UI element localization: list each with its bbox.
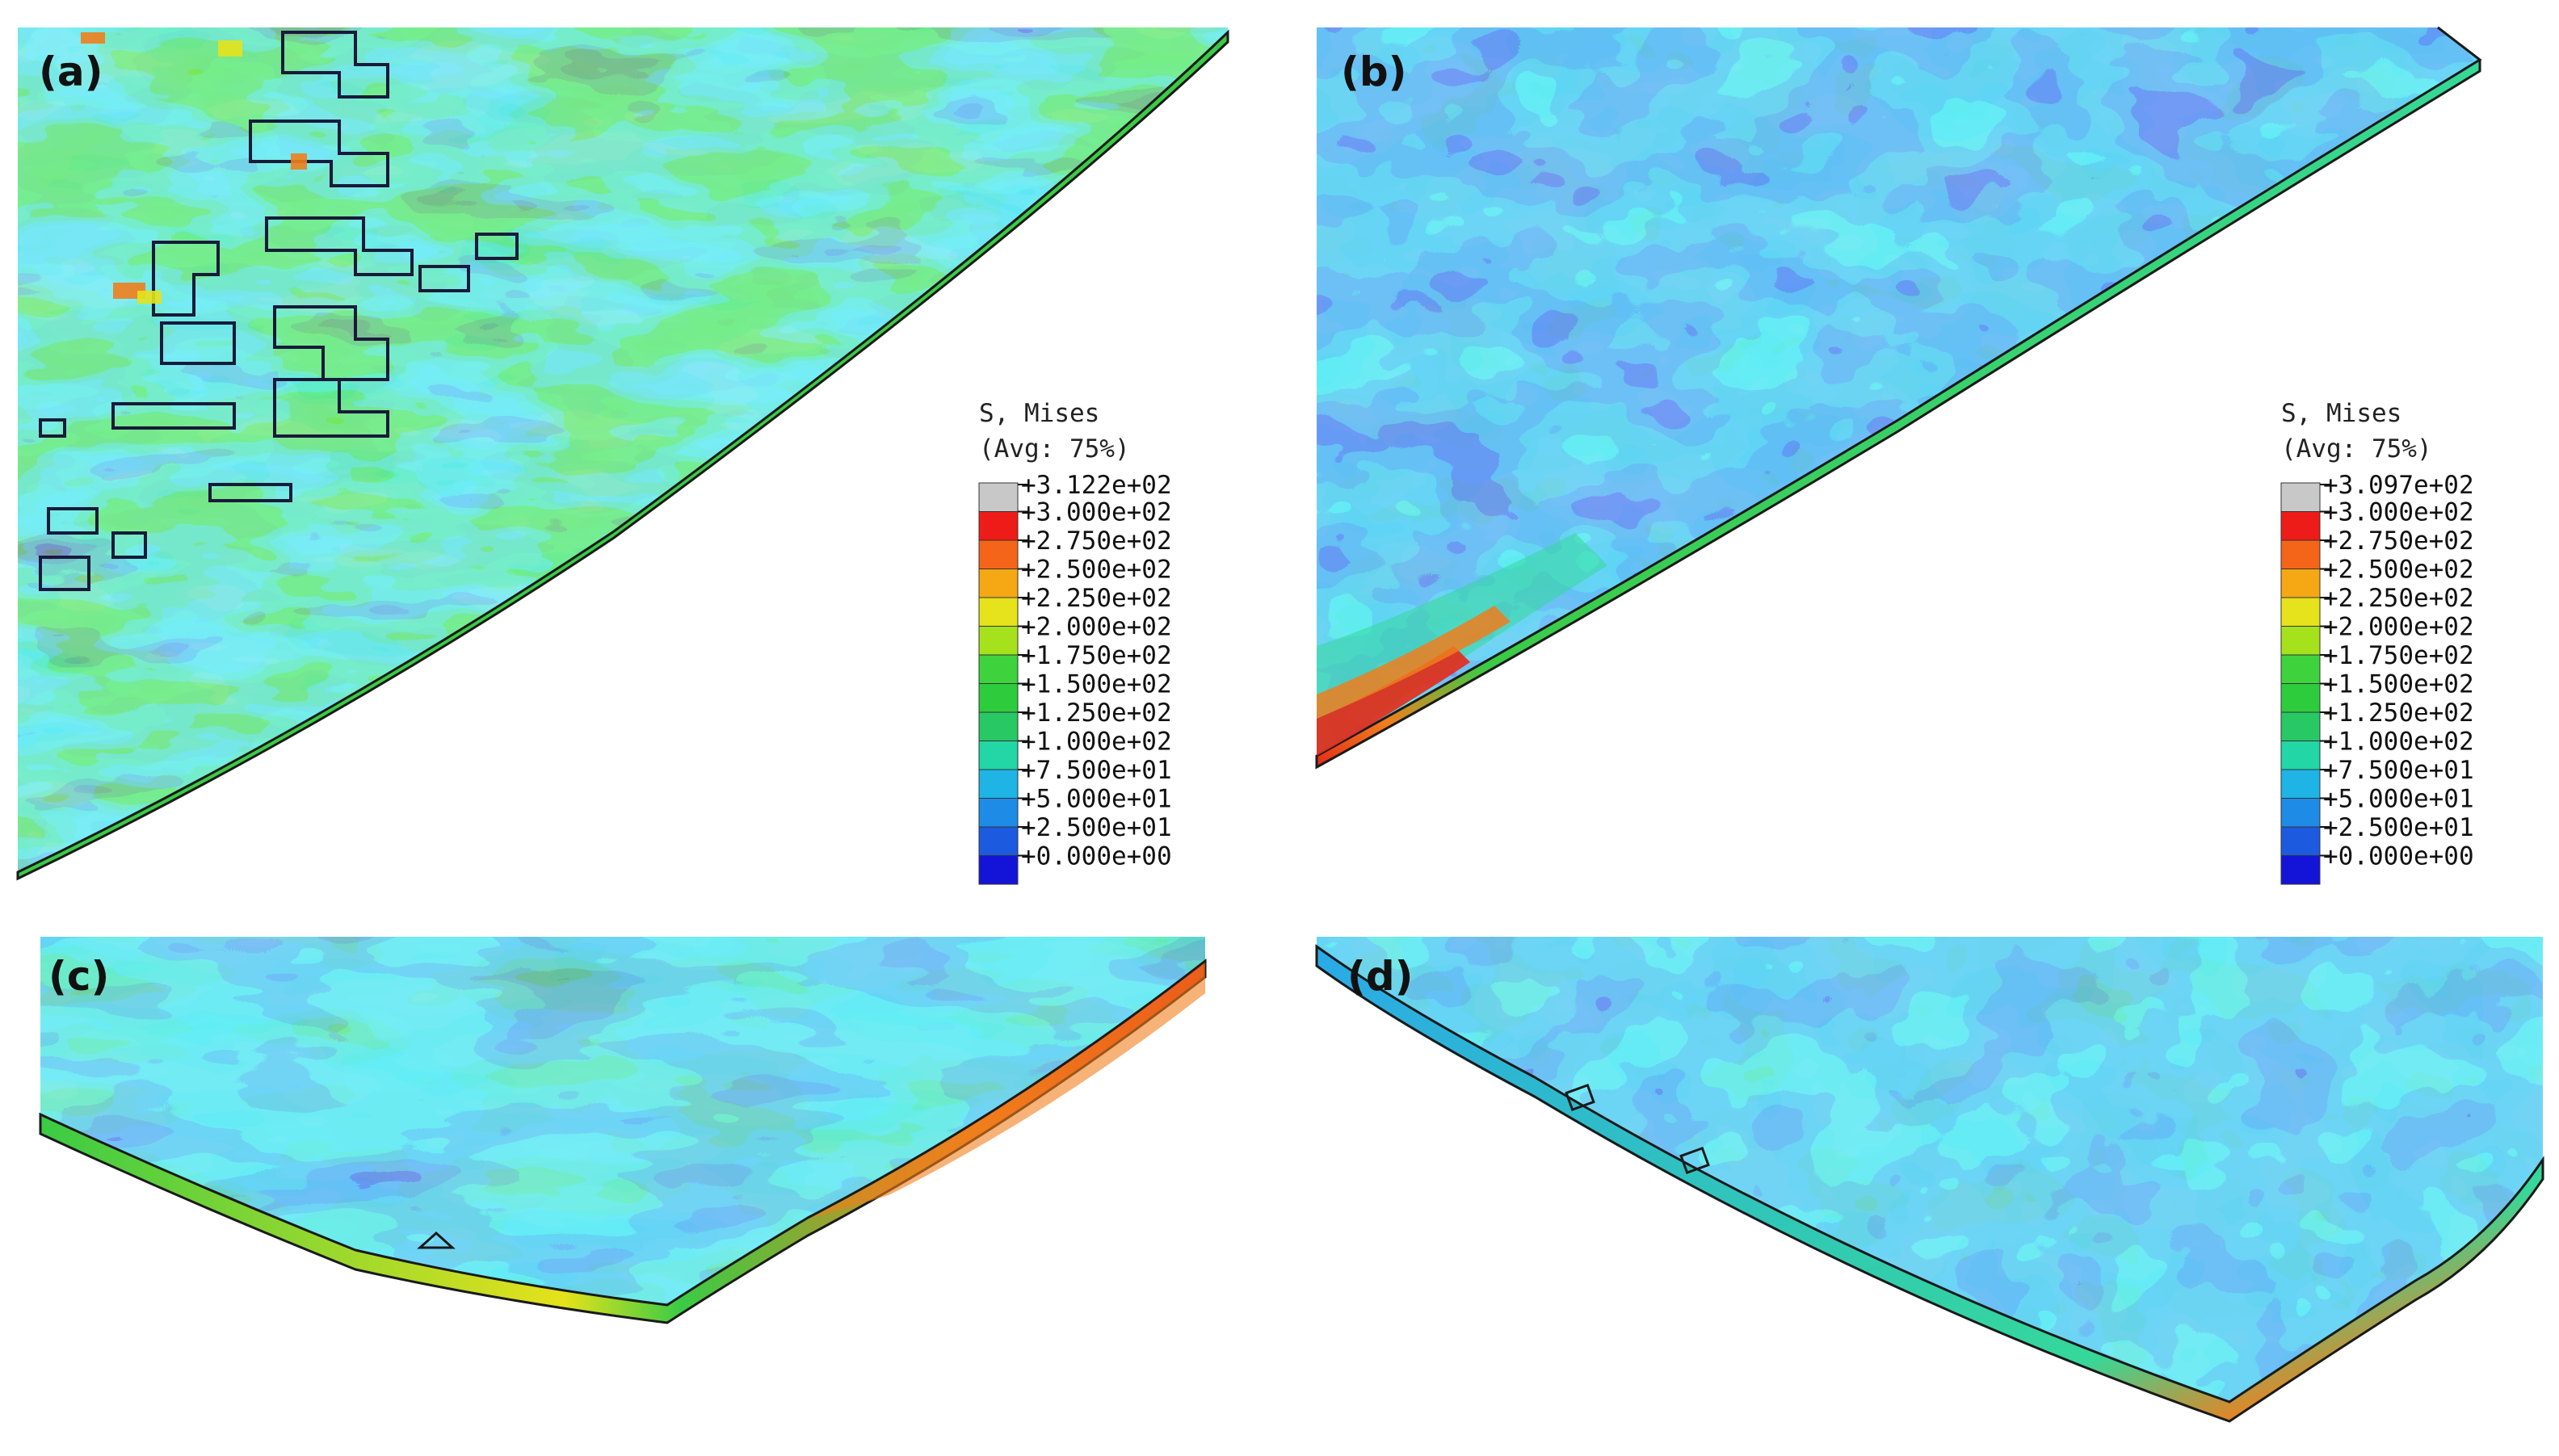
colorbar-tick-label-a: +2.250e+02 — [1021, 584, 1172, 613]
colorbar-swatch-b — [2280, 683, 2321, 713]
colorbar-tick-label-a: +5.000e+01 — [1021, 785, 1172, 814]
colorbar-swatch-b — [2280, 482, 2321, 512]
colorbar-swatch-a — [978, 482, 1019, 512]
colorbar-tick-label-a: +2.500e+01 — [1021, 813, 1172, 842]
colorbar-swatch-b — [2280, 798, 2321, 828]
colorbar-swatch-a — [978, 855, 1019, 885]
colorbar-swatch-a — [978, 769, 1019, 799]
colorbar-swatch-b — [2280, 741, 2321, 770]
panel-label-d: (d) — [1347, 953, 1414, 1000]
colorbar-tick-label-b: +5.000e+01 — [2323, 785, 2474, 814]
colorbar-tick-label-b: +3.097e+02 — [2323, 471, 2474, 500]
colorbar-tick-label-b: +1.750e+02 — [2323, 641, 2474, 670]
colorbar-swatch-a — [978, 798, 1019, 828]
colorbar-tick-label-a: +1.250e+02 — [1021, 699, 1172, 728]
legend-a: S, Mises (Avg: 75%) +3.122e+02+3.000e+02… — [978, 399, 1172, 885]
colorbar-swatch-a — [978, 539, 1019, 569]
colorbar-tick-label-a: +2.500e+02 — [1021, 556, 1172, 585]
colorbar-swatch-b — [2280, 826, 2321, 856]
colorbar-swatch-b — [2280, 855, 2321, 885]
legend-title-b: S, Mises — [2281, 399, 2401, 428]
colorbar-ticks-a: +3.122e+02+3.000e+02+2.750e+02+2.500e+02… — [1018, 471, 1172, 871]
plate-edge-b — [1315, 26, 2482, 770]
plate-edge-a — [16, 29, 1229, 881]
colorbar-swatch-b — [2280, 569, 2321, 598]
colorbar-tick-label-a: +7.500e+01 — [1021, 756, 1172, 785]
colorbar-tick-label-b: +1.500e+02 — [2323, 670, 2474, 699]
legend-subtitle-b: (Avg: 75%) — [2281, 434, 2432, 464]
colorbar-tick-label-b: +2.500e+02 — [2323, 556, 2474, 585]
colorbar-swatch-a — [978, 626, 1019, 656]
colorbar-swatch-a — [978, 569, 1019, 598]
colorbar-swatch-b — [2280, 597, 2321, 627]
colorbar-tick-label-a: +3.000e+02 — [1021, 498, 1172, 527]
plate-edge-d — [1315, 944, 2544, 1423]
colorbar-tick-label-b: +1.000e+02 — [2323, 728, 2474, 757]
colorbar-tick-label-b: +1.250e+02 — [2323, 699, 2474, 728]
panel-label-a: (a) — [39, 48, 103, 95]
colorbar-tick-label-a: +3.122e+02 — [1021, 471, 1172, 500]
legend-b: S, Mises (Avg: 75%) +3.097e+02+3.000e+02… — [2280, 399, 2474, 885]
colorbar-tick-label-b: +3.000e+02 — [2323, 498, 2474, 527]
colorbar-swatch-a — [978, 511, 1019, 541]
colorbar-swatch-a — [978, 683, 1019, 713]
colorbar-tick-label-a: +1.000e+02 — [1021, 728, 1172, 757]
colorbar-swatch-b — [2280, 626, 2321, 656]
contour-plot-c — [40, 937, 1205, 1315]
colorbar-b — [2280, 482, 2321, 885]
colorbar-swatch-a — [978, 597, 1019, 627]
colorbar-tick-label-a: +1.500e+02 — [1021, 670, 1172, 699]
legend-title-a: S, Mises — [979, 399, 1099, 428]
colorbar-swatch-b — [2280, 711, 2321, 741]
contour-plot-d — [1317, 937, 2543, 1421]
panel-label-c: (c) — [48, 953, 109, 1000]
colorbar-tick-label-b: +2.250e+02 — [2323, 584, 2474, 613]
colorbar-tick-label-a: +2.000e+02 — [1021, 613, 1172, 642]
colorbar-swatch-b — [2280, 539, 2321, 569]
legend-subtitle-a: (Avg: 75%) — [979, 434, 1130, 464]
colorbar-tick-label-b: +2.750e+02 — [2323, 527, 2474, 556]
colorbar-tick-label-b: +0.000e+00 — [2323, 842, 2474, 871]
colorbar-tick-label-a: +1.750e+02 — [1021, 641, 1172, 670]
colorbar-ticks-b: +3.097e+02+3.000e+02+2.750e+02+2.500e+02… — [2320, 471, 2474, 871]
colorbar-tick-label-b: +2.000e+02 — [2323, 613, 2474, 642]
colorbar-swatch-a — [978, 826, 1019, 856]
colorbar-swatch-a — [978, 654, 1019, 684]
colorbar-swatch-a — [978, 711, 1019, 741]
panel-label-b: (b) — [1341, 48, 1407, 95]
colorbar-swatch-b — [2280, 511, 2321, 541]
colorbar-tick-label-a: +0.000e+00 — [1021, 842, 1172, 871]
colorbar-tick-label-b: +7.500e+01 — [2323, 756, 2474, 785]
colorbar-tick-label-b: +2.500e+01 — [2323, 813, 2474, 842]
colorbar-swatch-b — [2280, 769, 2321, 799]
panel-d: (d) — [1315, 937, 2544, 1423]
panel-c: (c) — [39, 937, 1207, 1324]
colorbar-tick-label-a: +2.750e+02 — [1021, 527, 1172, 556]
colorbar-a — [978, 482, 1019, 885]
colorbar-swatch-b — [2280, 654, 2321, 684]
colorbar-swatch-a — [978, 741, 1019, 770]
